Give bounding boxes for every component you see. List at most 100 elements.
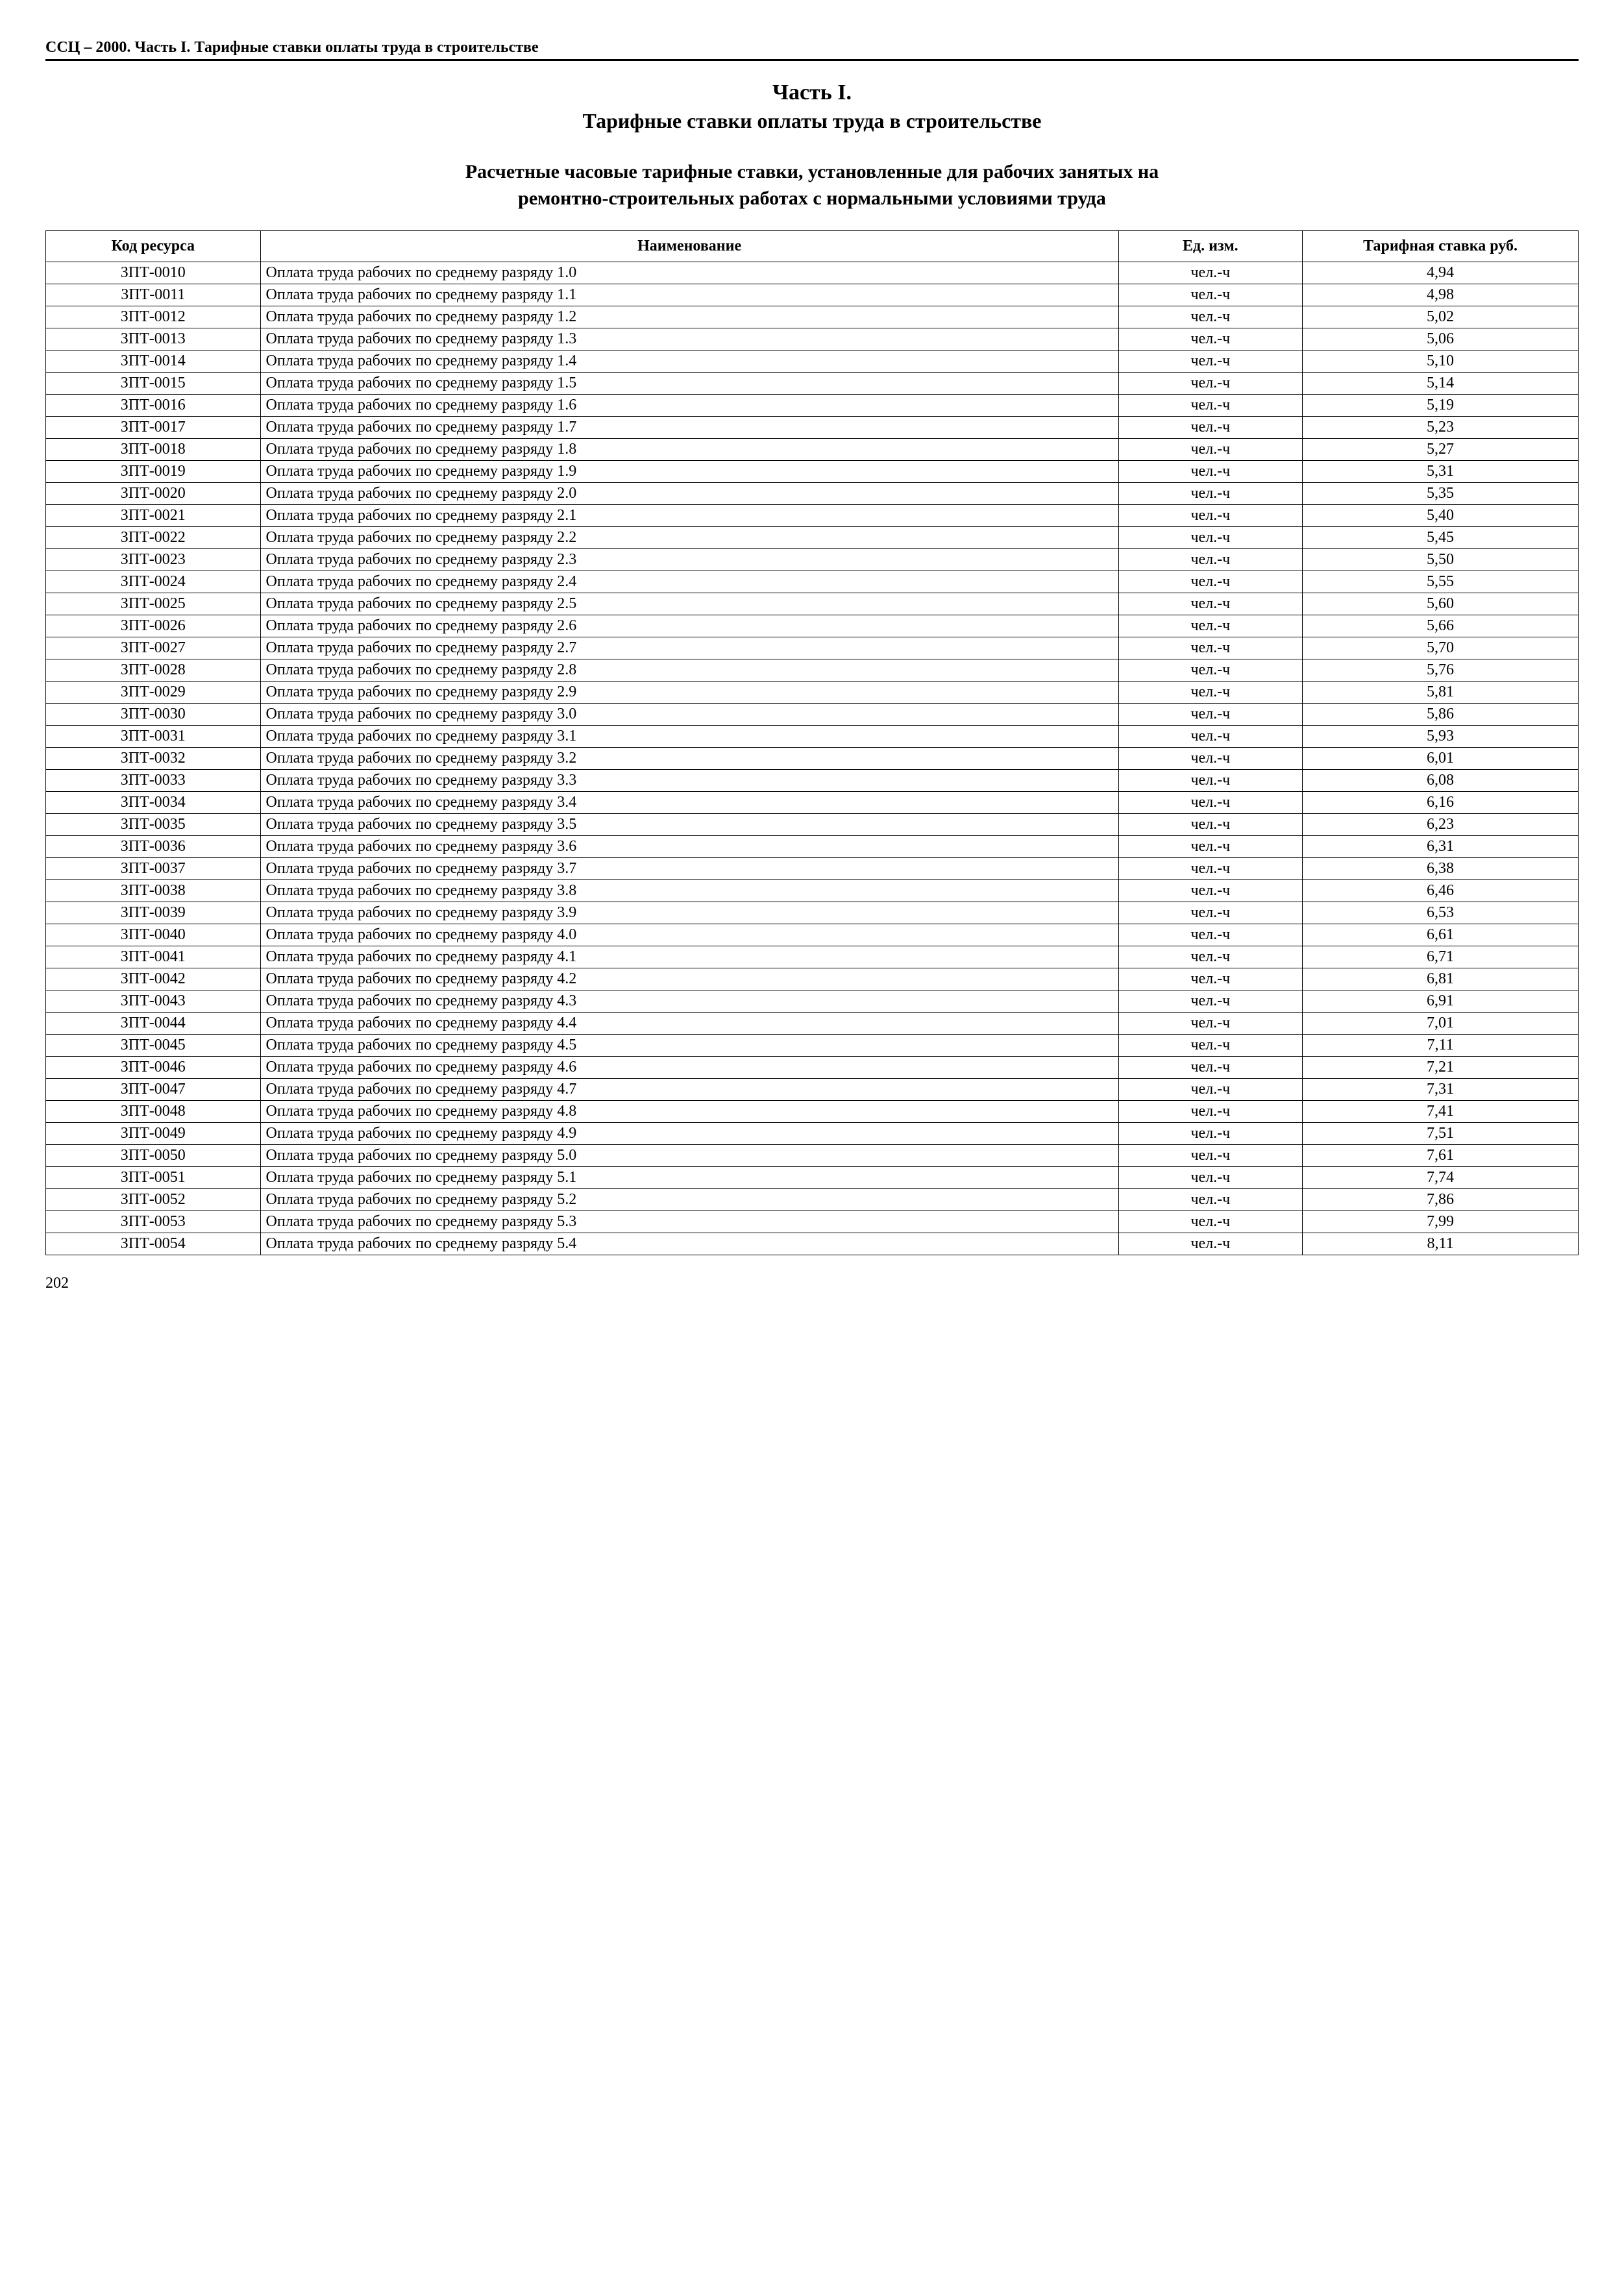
cell-rate: 5,02 <box>1303 306 1579 328</box>
cell-code: ЗПТ-0045 <box>46 1035 261 1057</box>
table-row: ЗПТ-0037Оплата труда рабочих по среднему… <box>46 858 1579 880</box>
section-title-line1: Расчетные часовые тарифные ставки, устан… <box>45 159 1579 184</box>
col-header-code: Код ресурса <box>46 231 261 262</box>
cell-name: Оплата труда рабочих по среднему разряду… <box>260 836 1118 858</box>
table-row: ЗПТ-0032Оплата труда рабочих по среднему… <box>46 748 1579 770</box>
cell-unit: чел.-ч <box>1118 417 1302 439</box>
cell-code: ЗПТ-0047 <box>46 1079 261 1101</box>
cell-name: Оплата труда рабочих по среднему разряду… <box>260 858 1118 880</box>
cell-rate: 5,81 <box>1303 682 1579 704</box>
cell-rate: 7,61 <box>1303 1145 1579 1167</box>
cell-rate: 7,11 <box>1303 1035 1579 1057</box>
cell-unit: чел.-ч <box>1118 262 1302 284</box>
page-number: 202 <box>45 1275 1579 1292</box>
cell-name: Оплата труда рабочих по среднему разряду… <box>260 902 1118 924</box>
cell-rate: 5,27 <box>1303 439 1579 461</box>
cell-unit: чел.-ч <box>1118 571 1302 593</box>
cell-name: Оплата труда рабочих по среднему разряду… <box>260 659 1118 682</box>
cell-name: Оплата труда рабочих по среднему разряду… <box>260 682 1118 704</box>
cell-unit: чел.-ч <box>1118 1189 1302 1211</box>
cell-unit: чел.-ч <box>1118 593 1302 615</box>
cell-rate: 6,46 <box>1303 880 1579 902</box>
cell-code: ЗПТ-0031 <box>46 726 261 748</box>
cell-unit: чел.-ч <box>1118 350 1302 373</box>
cell-rate: 6,81 <box>1303 968 1579 990</box>
cell-code: ЗПТ-0024 <box>46 571 261 593</box>
cell-code: ЗПТ-0020 <box>46 483 261 505</box>
cell-rate: 5,45 <box>1303 527 1579 549</box>
cell-name: Оплата труда рабочих по среднему разряду… <box>260 637 1118 659</box>
cell-name: Оплата труда рабочих по среднему разряду… <box>260 1167 1118 1189</box>
cell-name: Оплата труда рабочих по среднему разряду… <box>260 792 1118 814</box>
cell-rate: 6,01 <box>1303 748 1579 770</box>
tariff-table: Код ресурса Наименование Ед. изм. Тарифн… <box>45 230 1579 1255</box>
cell-unit: чел.-ч <box>1118 968 1302 990</box>
cell-unit: чел.-ч <box>1118 880 1302 902</box>
cell-code: ЗПТ-0015 <box>46 373 261 395</box>
cell-code: ЗПТ-0026 <box>46 615 261 637</box>
table-row: ЗПТ-0017Оплата труда рабочих по среднему… <box>46 417 1579 439</box>
running-header: ССЦ – 2000. Часть I. Тарифные ставки опл… <box>45 39 1579 61</box>
cell-code: ЗПТ-0049 <box>46 1123 261 1145</box>
table-row: ЗПТ-0015Оплата труда рабочих по среднему… <box>46 373 1579 395</box>
cell-code: ЗПТ-0051 <box>46 1167 261 1189</box>
cell-rate: 7,51 <box>1303 1123 1579 1145</box>
cell-rate: 7,86 <box>1303 1189 1579 1211</box>
table-row: ЗПТ-0026Оплата труда рабочих по среднему… <box>46 615 1579 637</box>
cell-code: ЗПТ-0052 <box>46 1189 261 1211</box>
cell-rate: 5,50 <box>1303 549 1579 571</box>
cell-code: ЗПТ-0041 <box>46 946 261 968</box>
table-row: ЗПТ-0039Оплата труда рабочих по среднему… <box>46 902 1579 924</box>
cell-code: ЗПТ-0017 <box>46 417 261 439</box>
cell-code: ЗПТ-0034 <box>46 792 261 814</box>
table-row: ЗПТ-0041Оплата труда рабочих по среднему… <box>46 946 1579 968</box>
cell-rate: 6,08 <box>1303 770 1579 792</box>
cell-name: Оплата труда рабочих по среднему разряду… <box>260 880 1118 902</box>
cell-rate: 5,19 <box>1303 395 1579 417</box>
table-row: ЗПТ-0042Оплата труда рабочих по среднему… <box>46 968 1579 990</box>
table-row: ЗПТ-0048Оплата труда рабочих по среднему… <box>46 1101 1579 1123</box>
cell-code: ЗПТ-0030 <box>46 704 261 726</box>
cell-code: ЗПТ-0010 <box>46 262 261 284</box>
cell-unit: чел.-ч <box>1118 461 1302 483</box>
cell-rate: 7,74 <box>1303 1167 1579 1189</box>
cell-unit: чел.-ч <box>1118 659 1302 682</box>
table-row: ЗПТ-0030Оплата труда рабочих по среднему… <box>46 704 1579 726</box>
cell-unit: чел.-ч <box>1118 682 1302 704</box>
cell-rate: 6,38 <box>1303 858 1579 880</box>
cell-rate: 5,76 <box>1303 659 1579 682</box>
cell-unit: чел.-ч <box>1118 505 1302 527</box>
table-header-row: Код ресурса Наименование Ед. изм. Тарифн… <box>46 231 1579 262</box>
cell-unit: чел.-ч <box>1118 1233 1302 1255</box>
cell-code: ЗПТ-0043 <box>46 990 261 1013</box>
table-row: ЗПТ-0021Оплата труда рабочих по среднему… <box>46 505 1579 527</box>
table-row: ЗПТ-0046Оплата труда рабочих по среднему… <box>46 1057 1579 1079</box>
cell-rate: 5,60 <box>1303 593 1579 615</box>
table-row: ЗПТ-0013Оплата труда рабочих по среднему… <box>46 328 1579 350</box>
cell-name: Оплата труда рабочих по среднему разряду… <box>260 1145 1118 1167</box>
col-header-rate: Тарифная ставка руб. <box>1303 231 1579 262</box>
cell-code: ЗПТ-0040 <box>46 924 261 946</box>
cell-name: Оплата труда рабочих по среднему разряду… <box>260 395 1118 417</box>
cell-unit: чел.-ч <box>1118 1013 1302 1035</box>
cell-unit: чел.-ч <box>1118 1035 1302 1057</box>
section-title-line2: ремонтно-строительных работах с нормальн… <box>45 186 1579 211</box>
cell-rate: 6,71 <box>1303 946 1579 968</box>
cell-code: ЗПТ-0035 <box>46 814 261 836</box>
cell-code: ЗПТ-0021 <box>46 505 261 527</box>
table-row: ЗПТ-0023Оплата труда рабочих по среднему… <box>46 549 1579 571</box>
col-header-unit: Ед. изм. <box>1118 231 1302 262</box>
cell-rate: 5,86 <box>1303 704 1579 726</box>
cell-name: Оплата труда рабочих по среднему разряду… <box>260 373 1118 395</box>
cell-name: Оплата труда рабочих по среднему разряду… <box>260 990 1118 1013</box>
cell-name: Оплата труда рабочих по среднему разряду… <box>260 439 1118 461</box>
cell-name: Оплата труда рабочих по среднему разряду… <box>260 1079 1118 1101</box>
table-row: ЗПТ-0049Оплата труда рабочих по среднему… <box>46 1123 1579 1145</box>
cell-code: ЗПТ-0044 <box>46 1013 261 1035</box>
cell-code: ЗПТ-0046 <box>46 1057 261 1079</box>
table-row: ЗПТ-0036Оплата труда рабочих по среднему… <box>46 836 1579 858</box>
cell-unit: чел.-ч <box>1118 1101 1302 1123</box>
cell-code: ЗПТ-0048 <box>46 1101 261 1123</box>
table-row: ЗПТ-0031Оплата труда рабочих по среднему… <box>46 726 1579 748</box>
cell-rate: 5,35 <box>1303 483 1579 505</box>
